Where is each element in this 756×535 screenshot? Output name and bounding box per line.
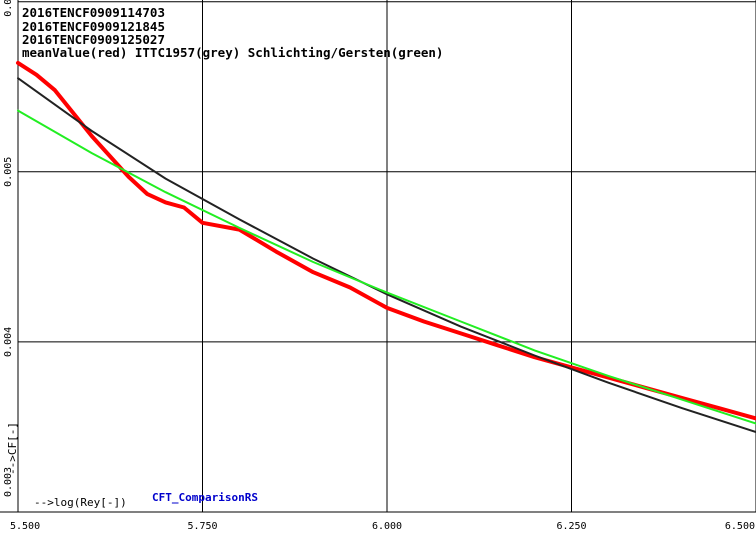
y-axis-label: -->CF[-]: [6, 422, 19, 475]
plot-name-label: CFT_ComparisonRS: [152, 491, 258, 504]
y-tick-labels: 0.003 0.004 0.005 0.006: [3, 0, 14, 497]
title-line-4-legend: meanValue(red) ITTC1957(grey) Schlichtin…: [22, 45, 443, 60]
title-line-2: 2016TENCF0909121845: [22, 19, 165, 34]
y-tick-label-0: 0.003: [3, 467, 14, 497]
plot-frame: [0, 0, 756, 513]
x-tick-label-0: 5.500: [10, 521, 40, 532]
y-tick-label-1: 0.004: [3, 327, 14, 357]
title-block: 2016TENCF0909114703 2016TENCF0909121845 …: [22, 5, 443, 60]
y-tick-label-3: 0.006: [3, 0, 14, 17]
series-lines: [16, 60, 756, 434]
title-line-3: 2016TENCF0909125027: [22, 32, 165, 47]
x-tick-label-3: 6.250: [556, 521, 586, 532]
grid-lines: [18, 0, 756, 512]
x-tick-label-4: 6.500: [725, 521, 755, 532]
x-axis-label: -->log(Rey[-]): [34, 496, 127, 509]
title-line-1: 2016TENCF0909114703: [22, 5, 165, 20]
x-tick-labels: 5.500 5.750 6.000 6.250 6.500: [10, 521, 755, 532]
series-line-schlichting-gersten: [17, 109, 756, 425]
y-tick-label-2: 0.005: [3, 157, 14, 187]
plot-area: [0, 0, 756, 512]
series-line-ittc1957: [17, 77, 756, 434]
x-tick-label-1: 5.750: [187, 521, 217, 532]
x-tick-label-2: 6.000: [372, 521, 402, 532]
